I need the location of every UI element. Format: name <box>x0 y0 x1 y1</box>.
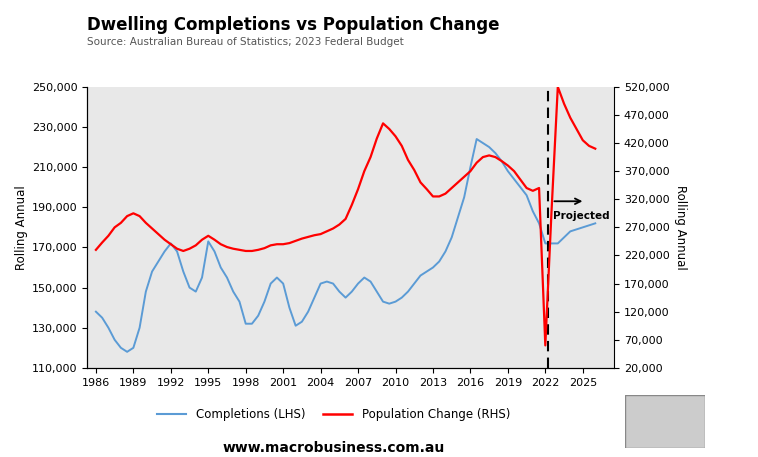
Text: Projected: Projected <box>553 211 609 221</box>
Text: www.macrobusiness.com.au: www.macrobusiness.com.au <box>222 441 445 455</box>
Legend: Completions (LHS), Population Change (RHS): Completions (LHS), Population Change (RH… <box>152 404 515 426</box>
Y-axis label: Rolling Annual: Rolling Annual <box>674 185 687 270</box>
Text: Source: Australian Bureau of Statistics; 2023 Federal Budget: Source: Australian Bureau of Statistics;… <box>87 37 404 47</box>
Text: BUSINESS: BUSINESS <box>641 55 727 70</box>
Text: Dwelling Completions vs Population Change: Dwelling Completions vs Population Chang… <box>87 16 500 34</box>
Text: MACRO: MACRO <box>653 27 716 42</box>
Y-axis label: Rolling Annual: Rolling Annual <box>14 185 27 270</box>
